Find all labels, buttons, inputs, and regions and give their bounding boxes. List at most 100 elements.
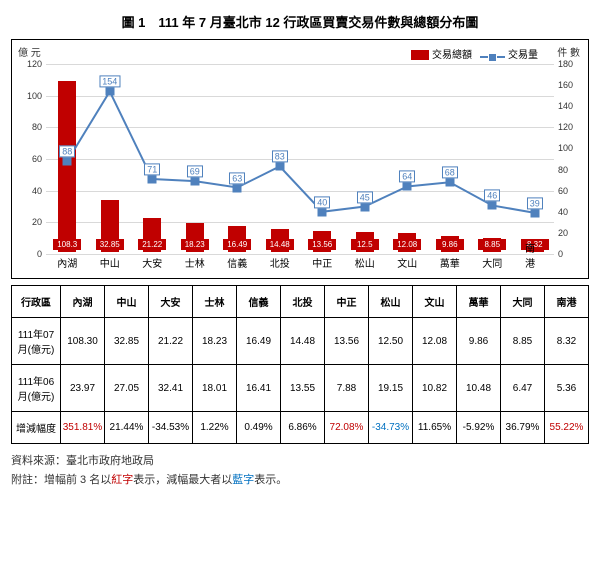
line-marker xyxy=(233,183,242,192)
line-label: 154 xyxy=(99,76,120,88)
ytick-right: 160 xyxy=(558,80,582,90)
line-marker xyxy=(360,202,369,211)
ytick-left: 100 xyxy=(22,91,42,101)
legend-line-icon xyxy=(480,54,505,61)
ytick-left: 20 xyxy=(22,217,42,227)
ytick-left: 0 xyxy=(22,249,42,259)
line-label: 63 xyxy=(229,172,245,184)
table-header: 士林 xyxy=(193,286,237,318)
line-label: 69 xyxy=(187,166,203,178)
table-cell: -5.92% xyxy=(457,412,501,444)
y-left-label: 億 元 xyxy=(18,44,41,59)
x-category: 中山 xyxy=(100,255,120,270)
table-header: 萬華 xyxy=(457,286,501,318)
line-marker xyxy=(275,162,284,171)
line-label: 46 xyxy=(484,190,500,202)
plot-area: 0204060801001200204060801001201401601801… xyxy=(46,64,554,252)
table-cell: 18.23 xyxy=(193,318,237,365)
table-cell: 13.55 xyxy=(281,365,325,412)
table-cell: 9.86 xyxy=(457,318,501,365)
ytick-right: 0 xyxy=(558,249,582,259)
x-category: 內湖 xyxy=(57,255,77,270)
table-cell: 11.65% xyxy=(413,412,457,444)
footer: 資料來源：臺北市政府地政局 附註：增幅前 3 名以紅字表示，減幅最大者以藍字表示… xyxy=(11,452,589,489)
x-category: 中正 xyxy=(312,255,332,270)
line-marker xyxy=(318,207,327,216)
table-cell: 18.01 xyxy=(193,365,237,412)
table-cell: 19.15 xyxy=(369,365,413,412)
table-header: 行政區 xyxy=(12,286,61,318)
line-label: 83 xyxy=(272,151,288,163)
ytick-right: 180 xyxy=(558,59,582,69)
x-category: 信義 xyxy=(227,255,247,270)
table-header: 中正 xyxy=(325,286,369,318)
table-cell: 21.22 xyxy=(149,318,193,365)
table-cell: 0.49% xyxy=(237,412,281,444)
line-label: 40 xyxy=(314,196,330,208)
line-label: 39 xyxy=(527,197,543,209)
table-cell: 32.41 xyxy=(149,365,193,412)
row-label: 增減幅度 xyxy=(12,412,61,444)
ytick-right: 40 xyxy=(558,207,582,217)
table-cell: 21.44% xyxy=(105,412,149,444)
ytick-right: 80 xyxy=(558,165,582,175)
line-label: 88 xyxy=(59,146,75,158)
table-header: 北投 xyxy=(281,286,325,318)
ytick-right: 20 xyxy=(558,228,582,238)
table-cell: -34.73% xyxy=(369,412,413,444)
data-table: 行政區內湖中山大安士林信義北投中正松山文山萬華大同南港111年07月(億元)10… xyxy=(11,285,589,444)
x-category: 北投 xyxy=(270,255,290,270)
table-cell: 16.49 xyxy=(237,318,281,365)
line-marker xyxy=(488,201,497,210)
table-cell: 12.08 xyxy=(413,318,457,365)
ytick-right: 60 xyxy=(558,186,582,196)
table-cell: 6.47 xyxy=(501,365,545,412)
x-category: 大安 xyxy=(142,255,162,270)
note-end: 表示。 xyxy=(254,474,287,486)
line-marker xyxy=(105,87,114,96)
x-category: 士林 xyxy=(185,255,205,270)
table-header: 南港 xyxy=(545,286,589,318)
table-cell: 5.36 xyxy=(545,365,589,412)
legend-line-label: 交易量 xyxy=(508,50,538,61)
note-red: 紅字 xyxy=(111,474,133,486)
table-cell: 36.79% xyxy=(501,412,545,444)
table-cell: 12.50 xyxy=(369,318,413,365)
table-header: 文山 xyxy=(413,286,457,318)
line-marker xyxy=(190,177,199,186)
table-cell: 23.97 xyxy=(61,365,105,412)
line-marker xyxy=(148,175,157,184)
table-cell: 1.22% xyxy=(193,412,237,444)
ytick-right: 100 xyxy=(558,143,582,153)
x-category: 萬華 xyxy=(440,255,460,270)
table-cell: 8.32 xyxy=(545,318,589,365)
table-cell: 72.08% xyxy=(325,412,369,444)
source-text: 臺北市政府地政局 xyxy=(66,455,154,467)
x-category: 松山 xyxy=(355,255,375,270)
source-label: 資料來源： xyxy=(11,455,66,467)
table-cell: 7.88 xyxy=(325,365,369,412)
table-cell: 27.05 xyxy=(105,365,149,412)
line-marker xyxy=(63,157,72,166)
ytick-left: 120 xyxy=(22,59,42,69)
note-mid: 表示，減幅最大者以 xyxy=(133,474,232,486)
table-header: 大安 xyxy=(149,286,193,318)
table-cell: 16.41 xyxy=(237,365,281,412)
ytick-right: 140 xyxy=(558,101,582,111)
legend-bar-icon xyxy=(411,50,429,60)
table-header: 中山 xyxy=(105,286,149,318)
x-category: 大同 xyxy=(482,255,502,270)
line-label: 45 xyxy=(357,191,373,203)
table-cell: 14.48 xyxy=(281,318,325,365)
table-cell: 13.56 xyxy=(325,318,369,365)
table-header: 松山 xyxy=(369,286,413,318)
table-row: 增減幅度351.81%21.44%-34.53%1.22%0.49%6.86%7… xyxy=(12,412,589,444)
table-row: 111年06月(億元)23.9727.0532.4118.0116.4113.5… xyxy=(12,365,589,412)
table-cell: 10.82 xyxy=(413,365,457,412)
ytick-left: 40 xyxy=(22,186,42,196)
row-label: 111年07月(億元) xyxy=(12,318,61,365)
ytick-left: 80 xyxy=(22,122,42,132)
table-header: 內湖 xyxy=(61,286,105,318)
table-cell: -34.53% xyxy=(149,412,193,444)
line-marker xyxy=(403,182,412,191)
